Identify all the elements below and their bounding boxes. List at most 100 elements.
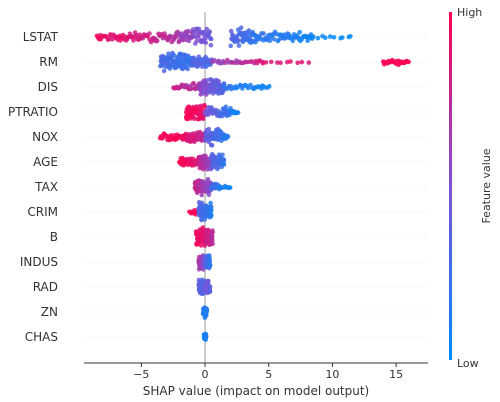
data-point [225,134,231,139]
data-point [331,35,337,40]
data-point [206,126,212,132]
data-point [209,142,215,148]
data-point [236,38,241,43]
data-point [191,81,196,86]
data-point [206,279,211,285]
data-point [207,258,212,264]
data-point [327,34,333,39]
data-point [228,43,233,49]
data-point [207,289,213,294]
data-point [210,230,215,235]
feature-label: ZN [41,305,58,319]
data-point [209,234,215,239]
x-tick-label: −5 [133,368,149,381]
row-guides [84,36,428,338]
data-point [204,313,209,318]
data-point [106,36,112,42]
data-point [223,104,229,110]
data-point [290,38,296,44]
data-point [161,68,167,74]
x-tick-label: 15 [389,368,403,381]
data-point [227,185,233,190]
data-point [110,36,115,42]
data-point [166,51,171,56]
data-point [202,104,207,109]
feature-label: CHAS [25,330,58,344]
data-point [323,35,328,40]
data-point [209,204,214,210]
data-point [267,38,273,44]
colorbar-high-label: High [457,6,482,19]
x-tick-label: 10 [325,368,339,381]
feature-label: LSTAT [23,30,59,44]
data-point [185,28,191,34]
data-point [235,110,241,115]
data-point [209,105,214,110]
data-point [185,66,190,72]
data-point [194,38,200,43]
data-point [236,43,242,48]
data-point [275,60,280,65]
x-tick-label: 5 [265,368,272,381]
feature-label: TAX [34,180,58,194]
data-point [147,31,152,36]
data-point [220,152,225,158]
feature-label: CRIM [27,205,58,219]
feature-label: NOX [32,130,58,144]
data-point [406,59,411,65]
data-point [238,25,244,31]
data-point [207,29,212,34]
data-point [297,29,303,35]
data-point [207,262,213,268]
data-point [198,243,204,248]
x-tick-label: 0 [202,368,209,381]
x-axis-title: SHAP value (impact on model output) [143,384,370,398]
data-point [204,26,209,32]
data-point [203,333,209,339]
data-point [269,59,274,65]
data-point [216,79,222,84]
data-point [201,116,206,122]
data-point [299,59,305,65]
data-point [199,192,204,198]
data-point [208,36,214,42]
feature-label: RAD [33,280,58,294]
data-point [295,60,301,66]
data-points [94,25,411,343]
data-point [263,60,269,65]
data-point [271,37,277,42]
data-point [315,35,321,41]
data-point [131,38,136,43]
data-point [207,284,213,290]
feature-labels: LSTAT RM DIS PTRATIO NOX AGE TAX CRIM B INDUS RAD Z… [8,30,59,344]
data-point [210,241,215,246]
data-point [208,213,214,218]
feature-label: DIS [38,80,58,94]
data-point [306,60,312,65]
data-point [309,34,315,40]
data-point [205,176,211,182]
data-point [209,208,214,213]
feature-label: PTRATIO [8,105,58,119]
data-point [221,157,227,163]
data-point [208,200,213,206]
feature-label: B [50,230,58,244]
feature-label: AGE [33,155,58,169]
feature-label: RM [39,55,58,69]
data-point [221,162,227,167]
data-point [173,34,179,40]
data-point [278,60,283,65]
data-point [208,42,214,48]
data-point [191,116,197,121]
data-point [210,237,215,243]
feature-label: INDUS [20,255,58,269]
data-point [267,83,272,89]
data-point [204,309,210,314]
data-point [288,59,293,64]
data-point [203,40,209,45]
data-point [261,31,266,36]
x-axis-ticks: −5 0 5 10 15 [133,363,403,381]
data-point [171,53,177,58]
colorbar: High Low Feature value [449,6,493,370]
